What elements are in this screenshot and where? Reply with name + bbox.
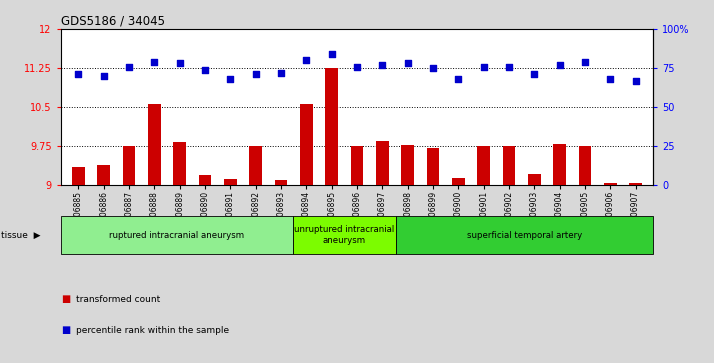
Bar — [351, 146, 363, 185]
Bar — [528, 174, 540, 185]
Bar — [97, 166, 110, 185]
Point — [630, 78, 641, 83]
Point — [326, 51, 338, 57]
Bar — [452, 178, 465, 185]
Point — [427, 65, 438, 71]
Text: tissue  ▶: tissue ▶ — [1, 231, 41, 240]
Point — [554, 62, 565, 68]
Text: percentile rank within the sample: percentile rank within the sample — [76, 326, 229, 335]
Bar — [578, 146, 591, 185]
Bar — [275, 180, 287, 185]
Bar — [503, 146, 516, 185]
Bar — [401, 144, 414, 185]
Point — [453, 76, 464, 82]
FancyBboxPatch shape — [61, 216, 293, 254]
Point — [301, 57, 312, 63]
Point — [98, 73, 109, 79]
Bar — [604, 183, 617, 185]
Text: GDS5186 / 34045: GDS5186 / 34045 — [61, 15, 165, 28]
Text: superficial temporal artery: superficial temporal artery — [467, 231, 582, 240]
Point — [503, 64, 515, 69]
Bar — [198, 175, 211, 185]
Point — [478, 64, 489, 69]
Bar — [148, 105, 161, 185]
Point — [73, 72, 84, 77]
Point — [174, 61, 186, 66]
Point — [351, 64, 363, 69]
Point — [250, 72, 261, 77]
Bar — [123, 146, 136, 185]
Bar — [553, 143, 566, 185]
Bar — [376, 141, 388, 185]
Text: ruptured intracranial aneurysm: ruptured intracranial aneurysm — [109, 231, 244, 240]
Bar — [224, 179, 237, 185]
Point — [225, 76, 236, 82]
Point — [149, 59, 160, 65]
Point — [199, 67, 211, 73]
Point — [579, 59, 590, 65]
Bar — [300, 105, 313, 185]
Text: unruptured intracranial
aneurysm: unruptured intracranial aneurysm — [294, 225, 394, 245]
Bar — [477, 146, 490, 185]
Bar — [326, 68, 338, 185]
Text: transformed count: transformed count — [76, 295, 161, 304]
Point — [528, 72, 540, 77]
Point — [605, 76, 616, 82]
Bar — [249, 146, 262, 185]
Point — [376, 62, 388, 68]
Bar — [72, 167, 85, 185]
FancyBboxPatch shape — [293, 216, 396, 254]
FancyBboxPatch shape — [396, 216, 653, 254]
Text: ■: ■ — [61, 294, 70, 305]
Bar — [427, 148, 439, 185]
Bar — [629, 183, 642, 185]
Point — [276, 70, 287, 76]
Point — [402, 61, 413, 66]
Text: ■: ■ — [61, 325, 70, 335]
Bar — [174, 142, 186, 185]
Point — [124, 64, 135, 69]
